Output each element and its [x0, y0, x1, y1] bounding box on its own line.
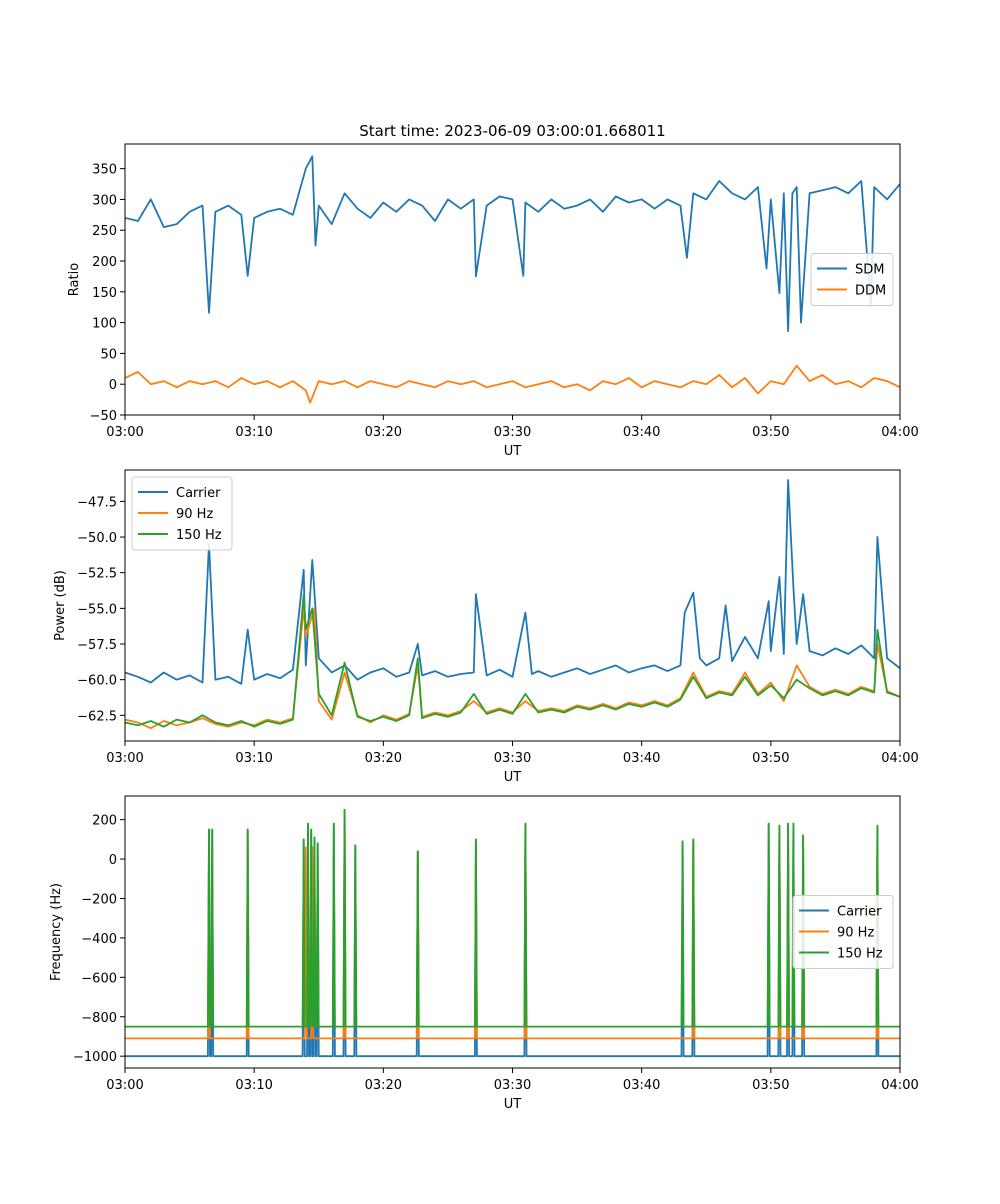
x-tick-label: 03:40 [623, 425, 660, 440]
x-tick-label: 03:00 [106, 751, 143, 766]
x-axis-label: UT [504, 1097, 522, 1112]
chart-panel-3: 03:00 03:10 03:20 03:30 03:40 03:50 04:00 −1000… [49, 795, 919, 1112]
chart-panel-1: Start time: 2023-06-09 03:00:01.66801103… [67, 122, 919, 459]
legend: SDM DDM [810, 253, 894, 306]
legend-label: Carrier [176, 486, 221, 501]
legend-label: SDM [855, 263, 884, 278]
y-axis-label: Power (dB) [53, 570, 68, 641]
y-tick-label: 0 [109, 378, 117, 393]
legend-label: 90 Hz [837, 926, 874, 941]
y-tick-label: 250 [92, 224, 117, 239]
x-axis-label: UT [504, 444, 522, 459]
x-tick-label: 04:00 [881, 1078, 918, 1093]
y-axis-label: Ratio [67, 263, 82, 296]
x-tick-label: 03:20 [365, 751, 402, 766]
y-axis-label: Frequency (Hz) [49, 883, 64, 981]
x-tick-label: 03:30 [494, 425, 531, 440]
x-tick-label: 03:10 [235, 1078, 272, 1093]
series-group [125, 808, 900, 1058]
series-line-ddm [125, 364, 900, 404]
x-axis-label: UT [504, 770, 522, 785]
x-tick-label: 03:40 [623, 751, 660, 766]
y-tick-label: −50.0 [77, 531, 117, 546]
y-tick-label: −62.5 [77, 709, 117, 724]
y-tick-label: −800 [81, 1011, 117, 1026]
legend-box [131, 476, 233, 551]
y-tick-label: −1000 [73, 1050, 117, 1065]
panels: Start time: 2023-06-09 03:00:01.66801103… [49, 122, 919, 1112]
chart-panel-2: 03:00 03:10 03:20 03:30 03:40 03:50 04:00 −62.5… [53, 469, 919, 785]
y-tick-label: 200 [92, 814, 117, 829]
series-line-150-hz [125, 808, 900, 1028]
series-line-150-hz [125, 593, 900, 728]
x-tick-label: 03:00 [106, 425, 143, 440]
y-tick-label: 50 [100, 347, 117, 362]
y-tick-label: 300 [92, 193, 117, 208]
legend-label: 90 Hz [176, 507, 213, 522]
x-tick-label: 04:00 [881, 425, 918, 440]
y-tick-label: −60.0 [77, 674, 117, 689]
y-tick-label: 350 [92, 163, 117, 178]
chart-title: Start time: 2023-06-09 03:00:01.668011 [359, 122, 665, 140]
x-tick-label: 03:10 [235, 751, 272, 766]
legend-label: 150 Hz [837, 947, 883, 962]
series-line-carrier [125, 479, 900, 685]
x-tick-label: 03:50 [752, 1078, 789, 1093]
legend: Carrier 90 Hz 150 Hz [792, 895, 894, 969]
y-tick-label: 200 [92, 255, 117, 270]
y-tick-label: −200 [81, 892, 117, 907]
y-tick-label: 150 [92, 286, 117, 301]
x-tick-label: 03:30 [494, 1078, 531, 1093]
x-tick-label: 04:00 [881, 751, 918, 766]
x-tick-label: 03:00 [106, 1078, 143, 1093]
y-tick-label: −50 [90, 409, 117, 424]
x-tick-label: 03:50 [752, 751, 789, 766]
y-tick-label: −47.5 [77, 495, 117, 510]
x-tick-label: 03:10 [235, 425, 272, 440]
series-group [125, 155, 900, 404]
y-tick-label: −57.5 [77, 638, 117, 653]
series-group [125, 479, 900, 730]
legend-label: 150 Hz [176, 528, 222, 543]
x-tick-label: 03:20 [365, 1078, 402, 1093]
legend-label: DDM [855, 284, 886, 299]
y-tick-label: 100 [92, 317, 117, 332]
legend-label: Carrier [837, 905, 882, 920]
y-tick-label: 0 [109, 853, 117, 868]
x-tick-label: 03:30 [494, 751, 531, 766]
x-tick-label: 03:20 [365, 425, 402, 440]
y-tick-label: −400 [81, 932, 117, 947]
legend-box [792, 895, 894, 969]
x-tick-label: 03:50 [752, 425, 789, 440]
legend-box [810, 253, 894, 306]
series-line-sdm [125, 155, 900, 333]
legend: Carrier 90 Hz 150 Hz [131, 476, 233, 551]
y-tick-label: −52.5 [77, 567, 117, 582]
x-tick-label: 03:40 [623, 1078, 660, 1093]
y-tick-label: −600 [81, 971, 117, 986]
y-tick-label: −55.0 [77, 602, 117, 617]
